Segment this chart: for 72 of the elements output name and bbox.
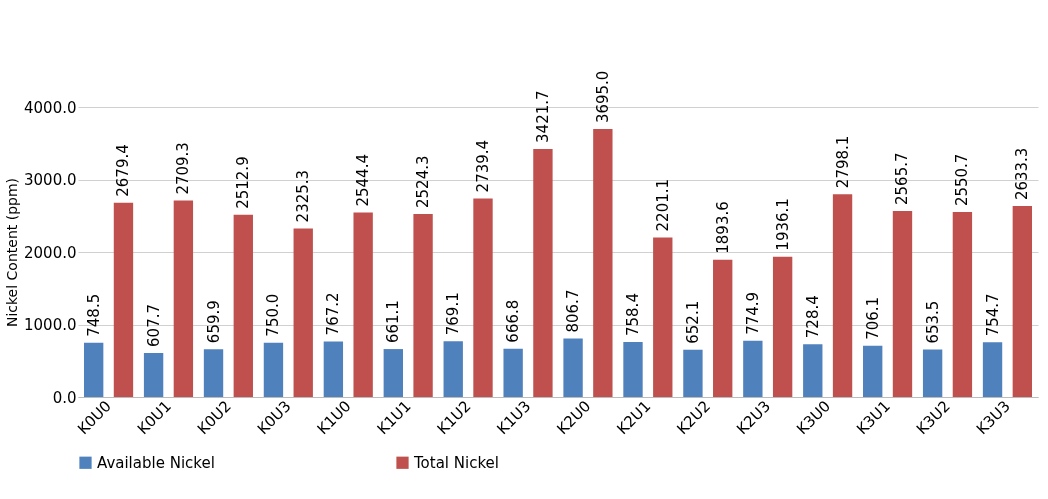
data-label: 769.1 bbox=[444, 292, 463, 336]
data-label: 748.5 bbox=[84, 293, 103, 337]
bar bbox=[503, 348, 523, 397]
bar bbox=[323, 341, 344, 397]
bar bbox=[143, 352, 164, 397]
bar bbox=[83, 342, 104, 397]
data-label: 652.1 bbox=[683, 300, 702, 344]
data-label: 3695.0 bbox=[593, 70, 612, 124]
data-label: 607.7 bbox=[144, 303, 163, 347]
data-label: 2512.9 bbox=[234, 156, 253, 209]
data-label: 653.5 bbox=[923, 300, 942, 344]
data-label: 1893.6 bbox=[713, 201, 732, 254]
bar bbox=[982, 342, 1003, 397]
bar bbox=[803, 344, 823, 397]
bar bbox=[263, 342, 284, 397]
data-label: 806.7 bbox=[564, 289, 583, 333]
data-label: 2544.4 bbox=[354, 154, 373, 207]
y-tick-label: 4000.0 bbox=[24, 98, 77, 117]
bar bbox=[743, 340, 763, 397]
bar bbox=[443, 341, 463, 397]
data-label: 661.1 bbox=[384, 300, 403, 344]
data-label: 767.2 bbox=[324, 292, 343, 336]
data-label: 2201.1 bbox=[653, 178, 672, 232]
bar bbox=[563, 338, 583, 397]
bar bbox=[203, 349, 224, 397]
bar bbox=[413, 213, 433, 397]
bar bbox=[772, 256, 793, 397]
data-label: 2524.3 bbox=[414, 155, 433, 208]
bar bbox=[593, 129, 613, 397]
data-label: 659.9 bbox=[204, 300, 223, 344]
data-label: 2565.7 bbox=[893, 152, 912, 205]
bar bbox=[383, 349, 403, 397]
y-tick-label: 3000.0 bbox=[24, 171, 77, 189]
data-label: 2633.3 bbox=[1013, 147, 1032, 201]
data-label: 2550.7 bbox=[953, 153, 972, 207]
data-label: 2325.3 bbox=[294, 169, 313, 223]
bar bbox=[952, 212, 973, 397]
data-label: 2679.4 bbox=[114, 144, 133, 197]
y-tick-label: 2000.0 bbox=[24, 243, 77, 262]
y-tick-label: 1000.0 bbox=[24, 316, 77, 334]
bar bbox=[653, 237, 673, 397]
legend-label: Available Nickel bbox=[97, 453, 215, 472]
data-label: 754.7 bbox=[983, 293, 1002, 337]
data-label: 2709.3 bbox=[174, 142, 193, 195]
bar bbox=[353, 212, 373, 397]
bar bbox=[533, 148, 553, 397]
bar bbox=[713, 259, 733, 397]
bar bbox=[293, 228, 313, 397]
bar bbox=[173, 200, 194, 397]
data-label: 706.1 bbox=[863, 296, 882, 340]
bar bbox=[233, 214, 253, 397]
data-label: 1936.1 bbox=[773, 198, 792, 251]
bar bbox=[922, 349, 943, 397]
bar bbox=[113, 202, 134, 397]
data-label: 774.9 bbox=[743, 291, 762, 335]
data-label: 3421.7 bbox=[533, 90, 552, 143]
bar bbox=[892, 210, 913, 397]
bar bbox=[863, 345, 883, 397]
data-label: 728.4 bbox=[803, 295, 822, 339]
bar bbox=[623, 342, 643, 397]
data-label: 2798.1 bbox=[833, 135, 852, 189]
bar bbox=[1012, 206, 1033, 397]
y-axis-title: Nickel Content (ppm) bbox=[4, 177, 21, 328]
bar bbox=[832, 194, 853, 397]
data-label: 2739.4 bbox=[474, 139, 492, 193]
bar bbox=[473, 198, 493, 397]
data-label: 758.4 bbox=[624, 293, 642, 337]
data-label: 666.8 bbox=[504, 299, 523, 343]
bar bbox=[683, 349, 703, 397]
legend-label: Total Nickel bbox=[413, 453, 499, 472]
data-label: 750.0 bbox=[264, 293, 283, 337]
y-tick-label: 0.0 bbox=[52, 388, 77, 407]
